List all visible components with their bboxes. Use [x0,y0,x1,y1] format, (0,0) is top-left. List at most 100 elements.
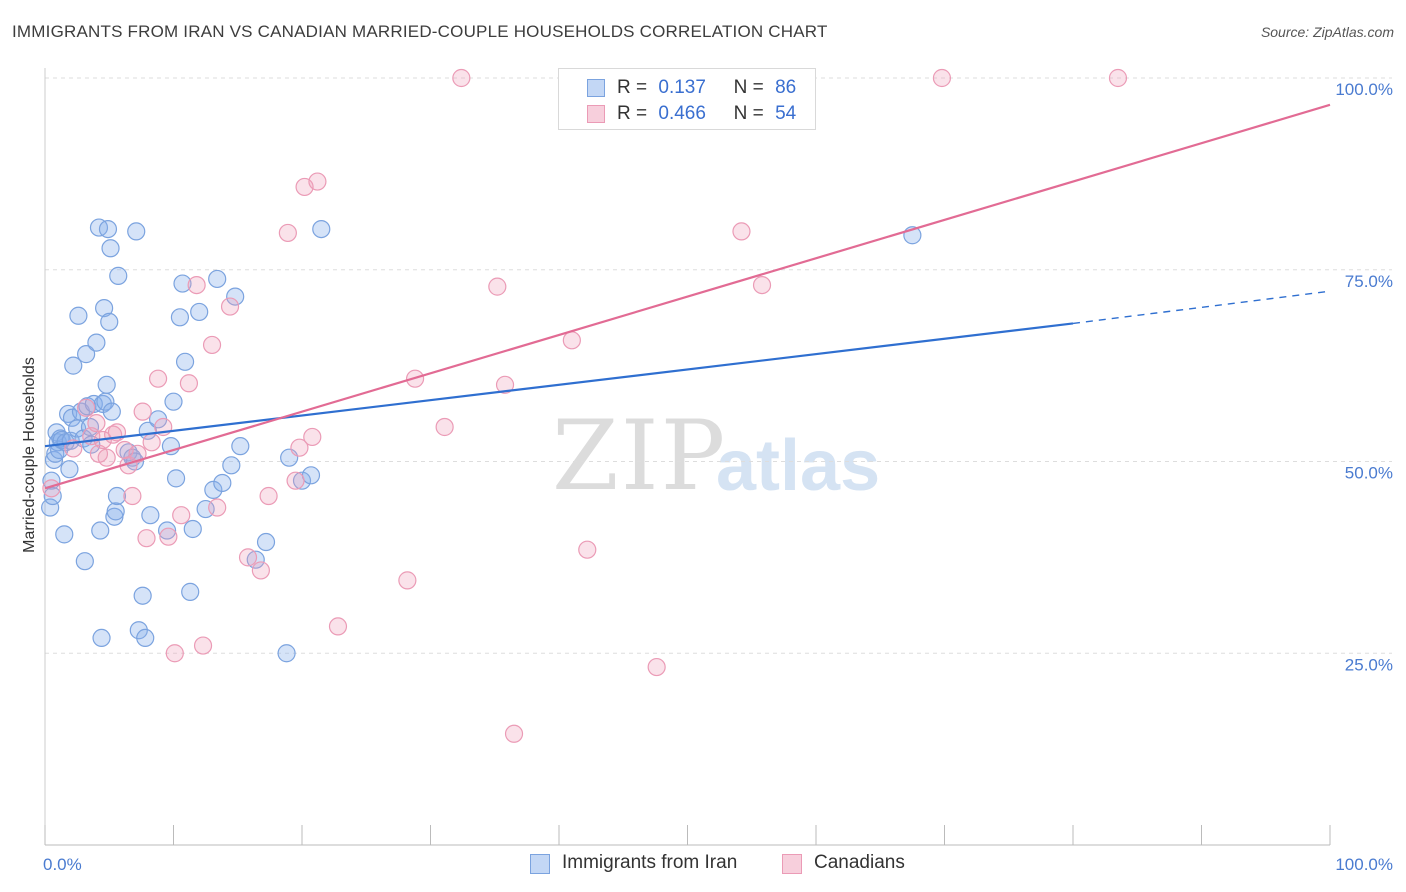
data-point-blue [292,471,312,490]
series-legend-label-pink: Canadians [814,852,905,873]
axis-layer [44,68,1331,846]
data-point-blue [173,274,192,293]
tick-label-layer: 25.0% 50.0% 75.0% 100.0% 0.0% 100.0% [43,80,1393,874]
data-point-blue [181,582,200,601]
data-point-blue [136,628,155,648]
data-point-pink [647,657,666,677]
series-legend-swatch-blue [530,854,550,874]
data-point-pink [87,414,106,433]
legend-r-value-pink: 0.466 [658,103,706,124]
trend-line-pink [44,103,1331,490]
data-point-blue [213,473,232,493]
data-point-pink [187,275,206,295]
data-point-pink [208,498,227,517]
data-point-blue [98,219,118,239]
data-point-blue [166,469,186,488]
data-point-pink [488,277,507,296]
x-tick-label-min: 0.0% [43,855,82,874]
data-point-pink [732,222,751,241]
data-point-blue [133,586,152,605]
data-point-blue [55,525,74,544]
legend-r-label: R = [617,103,648,124]
series-legend-swatch-pink [782,854,802,874]
data-point-blue [256,532,276,552]
legend-n-value-pink: 54 [775,103,797,124]
data-point-pink [165,644,184,663]
data-point-pink [172,506,191,525]
legend-n-value-blue: 86 [775,77,797,98]
data-point-pink [435,417,454,437]
data-point-blue [44,450,64,470]
data-point-pink [238,548,258,567]
data-point-blue [196,499,215,519]
data-point-pink [148,369,168,388]
data-point-pink [179,374,199,393]
data-point-pink [202,335,222,355]
data-point-blue [183,519,202,539]
data-point-pink [752,275,772,295]
data-point-pink [932,68,952,88]
series-legend-label-blue: Immigrants from Iran [562,852,738,873]
watermark-atlas: atlas [716,426,881,506]
data-point-pink [328,617,348,636]
legend-r-value-blue: 0.137 [658,77,706,98]
x-tick-label-max: 100.0% [1335,855,1393,874]
data-point-blue [106,502,125,521]
data-point-pink [97,448,116,467]
data-point-blue [41,498,60,517]
data-point-pink [278,223,297,243]
trend-layer [44,103,1331,490]
chart-title: IMMIGRANTS FROM IRAN VS CANADIAN MARRIED… [12,22,828,41]
legend-r-label: R = [617,77,648,98]
trend-extension-blue [1072,290,1331,325]
data-point-pink [286,471,305,490]
data-point-blue [87,333,106,352]
data-point-pink [259,486,278,506]
data-point-blue [190,302,209,322]
data-point-pink [193,636,213,655]
data-point-blue [95,299,114,318]
chart-source: Source: ZipAtlas.com [1260,24,1394,40]
data-point-blue [60,460,79,479]
data-point-blue [92,628,111,648]
trend-line-blue [44,322,1074,448]
data-point-blue [43,486,62,506]
data-point-pink [452,68,471,88]
watermark-zip: ZIP [552,400,728,512]
data-point-pink [495,375,515,394]
data-point-pink [142,433,161,452]
data-point-blue [102,402,121,421]
data-point-pink [398,571,417,590]
data-point-blue [89,218,109,237]
data-point-pink [220,297,240,316]
data-point-blue [301,466,321,485]
points-layer [41,68,1128,743]
data-point-pink [308,172,327,191]
data-point-blue [69,306,88,325]
data-point-blue [91,521,110,540]
data-point-blue [226,287,245,306]
data-point-pink [578,540,597,559]
data-point-pink [133,402,152,421]
data-point-pink [123,486,142,506]
data-point-blue [222,456,241,475]
data-point-blue [208,269,227,289]
data-point-blue [77,345,96,364]
legend-swatch-blue [587,79,605,97]
data-point-blue [231,437,250,456]
data-point-pink [504,724,524,743]
data-point-pink [137,529,156,548]
data-point-blue [97,375,116,394]
y-tick-label: 75.0% [1345,272,1393,291]
data-point-blue [101,239,120,258]
data-point-pink [562,331,581,350]
data-point-blue [170,308,190,327]
data-point-blue [164,392,183,411]
data-point-blue [109,266,128,285]
y-tick-label: 100.0% [1335,80,1393,99]
stats-legend: R = 0.137 N = 86 R = 0.466 N = 54 [558,68,816,130]
data-point-pink [251,561,270,580]
data-point-pink [128,444,147,463]
data-point-pink [1108,68,1128,88]
